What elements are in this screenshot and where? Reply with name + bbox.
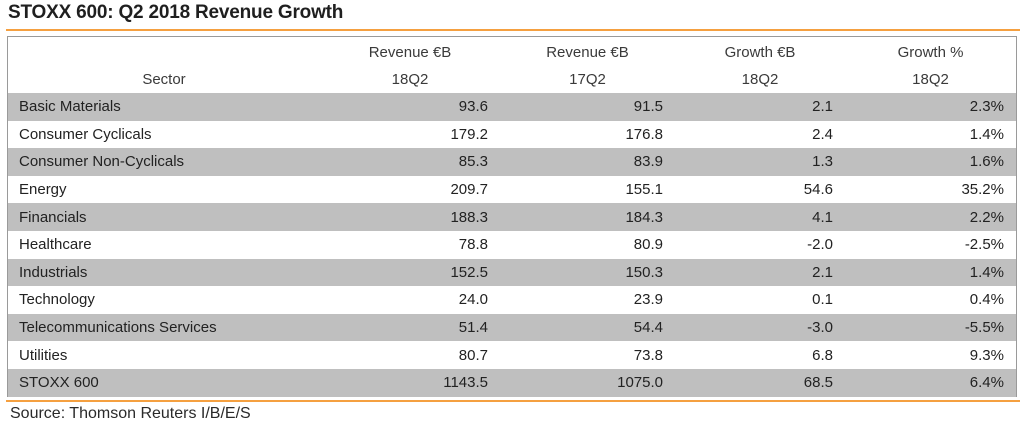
- revenue-17q2-cell: 54.4: [500, 313, 675, 342]
- growth-pct-cell: -2.5%: [964, 236, 1004, 254]
- header-cell: Growth %: [897, 44, 964, 61]
- source-note: Source: Thomson Reuters I/B/E/S: [10, 405, 251, 422]
- table-row: Healthcare 78.8 80.9 -2.0 -2.5%: [8, 231, 1016, 259]
- header-cell: Revenue €B: [368, 44, 452, 61]
- table-row: Utilities 80.7 73.8 6.8 9.3%: [8, 341, 1016, 369]
- table-row: Financials 188.3 184.3 4.1 2.2%: [8, 203, 1016, 231]
- table-row: Industrials 152.5 150.3 2.1 1.4%: [8, 258, 1016, 287]
- revenue-18q2-cell: 24.0: [458, 291, 488, 309]
- revenue-17q2-cell: 23.9: [633, 291, 663, 309]
- sector-cell: Telecommunications Services: [8, 313, 320, 342]
- total-revenue-18q2-cell: 1143.5: [320, 368, 500, 397]
- header-cell: 17Q2: [569, 71, 606, 88]
- growth-eur-cell: 1.3: [675, 148, 845, 176]
- growth-pct-cell: 2.2%: [845, 203, 1016, 231]
- table-row: Energy 209.7 155.1 54.6 35.2%: [8, 176, 1016, 204]
- header-cell: 18Q2: [912, 71, 949, 88]
- revenue-18q2-cell: 209.7: [450, 181, 488, 199]
- growth-pct-cell: 35.2%: [961, 181, 1004, 199]
- top-accent-rule: [6, 29, 1020, 31]
- header-cell: 18Q2: [391, 71, 429, 88]
- total-row: STOXX 600 1143.5 1075.0 68.5 6.4%: [8, 368, 1016, 397]
- revenue-18q2-cell: 85.3: [320, 148, 500, 176]
- total-revenue-17q2-cell: 1075.0: [500, 368, 675, 397]
- growth-eur-cell: 4.1: [675, 203, 845, 231]
- revenue-18q2-cell: 152.5: [320, 258, 500, 287]
- revenue-17q2-cell: 83.9: [500, 148, 675, 176]
- table-row: Telecommunications Services 51.4 54.4 -3.0-…: [8, 313, 1016, 342]
- growth-pct-cell: 0.4%: [969, 291, 1004, 309]
- revenue-17q2-cell: 73.8: [633, 346, 663, 364]
- growth-pct-cell: 2.3%: [845, 93, 1016, 121]
- sector-cell: Utilities: [19, 346, 68, 364]
- total-growth-pct-cell: 6.4%: [845, 368, 1016, 397]
- header-cell: Revenue €B: [546, 44, 629, 61]
- growth-eur-cell: -3.0: [675, 313, 845, 342]
- revenue-18q2-cell: 51.4: [320, 313, 500, 342]
- revenue-growth-table: Revenue €B Revenue €B Growth €B Growth %…: [8, 37, 1016, 397]
- growth-eur-cell: 6.8: [812, 346, 833, 364]
- revenue-17q2-cell: 91.5: [500, 93, 675, 121]
- header-row-2: Sector 18Q2 17Q2 18Q2 18Q2: [8, 66, 1016, 93]
- table-row: Technology 24.0 23.9 0.1 0.4%: [8, 286, 1016, 314]
- growth-eur-cell: 0.1: [812, 291, 833, 309]
- revenue-17q2-cell: 184.3: [500, 203, 675, 231]
- header-cell-sector: Sector: [142, 71, 186, 88]
- chart-title: STOXX 600: Q2 2018 Revenue Growth: [8, 2, 344, 23]
- revenue-18q2-cell: 78.8: [458, 236, 488, 254]
- growth-eur-cell: 54.6: [803, 181, 833, 199]
- revenue-17q2-cell: 150.3: [500, 258, 675, 287]
- revenue-17q2-cell: 80.9: [633, 236, 663, 254]
- growth-pct-cell: 1.4%: [845, 258, 1016, 287]
- sector-cell: Basic Materials: [8, 93, 320, 121]
- table-body: Basic Materials 93.6 91.5 2.1 2.3% Consumer C…: [8, 93, 1016, 397]
- growth-pct-cell: 1.4%: [969, 125, 1004, 143]
- growth-pct-cell: 9.3%: [969, 346, 1004, 364]
- growth-eur-cell: 2.1: [675, 93, 845, 121]
- header-cell: [8, 37, 320, 66]
- table-row: Consumer Non-Cyclicals 85.3 83.9 1.3 1.6%: [8, 148, 1016, 176]
- revenue-18q2-cell: 179.2: [450, 125, 488, 143]
- revenue-17q2-cell: 176.8: [625, 125, 663, 143]
- sector-cell: Financials: [8, 203, 320, 231]
- bottom-accent-rule: [6, 400, 1020, 402]
- sector-cell: Technology: [19, 291, 95, 309]
- growth-eur-cell: 2.1: [675, 258, 845, 287]
- table-row: Basic Materials 93.6 91.5 2.1 2.3%: [8, 93, 1016, 121]
- growth-eur-cell: -2.0: [807, 236, 833, 254]
- total-sector-cell: STOXX 600: [8, 368, 320, 397]
- revenue-18q2-cell: 80.7: [458, 346, 488, 364]
- sector-cell: Healthcare: [19, 236, 92, 254]
- revenue-18q2-cell: 93.6: [320, 93, 500, 121]
- header-cell: 18Q2: [741, 71, 779, 88]
- table-row: Consumer Cyclicals 179.2 176.8 2.4 1.4%: [8, 121, 1016, 149]
- growth-pct-cell: 1.6%: [845, 148, 1016, 176]
- revenue-17q2-cell: 155.1: [625, 181, 663, 199]
- sector-cell: Consumer Non-Cyclicals: [8, 148, 320, 176]
- sector-cell: Industrials: [8, 258, 320, 287]
- sector-cell: Consumer Cyclicals: [19, 125, 152, 143]
- header-cell: Growth €B: [724, 44, 796, 61]
- revenue-18q2-cell: 188.3: [320, 203, 500, 231]
- growth-eur-cell: 2.4: [812, 125, 833, 143]
- sector-cell: Energy: [19, 181, 67, 199]
- header-row-1: Revenue €B Revenue €B Growth €B Growth %: [8, 37, 1016, 66]
- total-growth-eur-cell: 68.5: [675, 368, 845, 397]
- growth-pct-cell: -5.5%: [845, 313, 1016, 342]
